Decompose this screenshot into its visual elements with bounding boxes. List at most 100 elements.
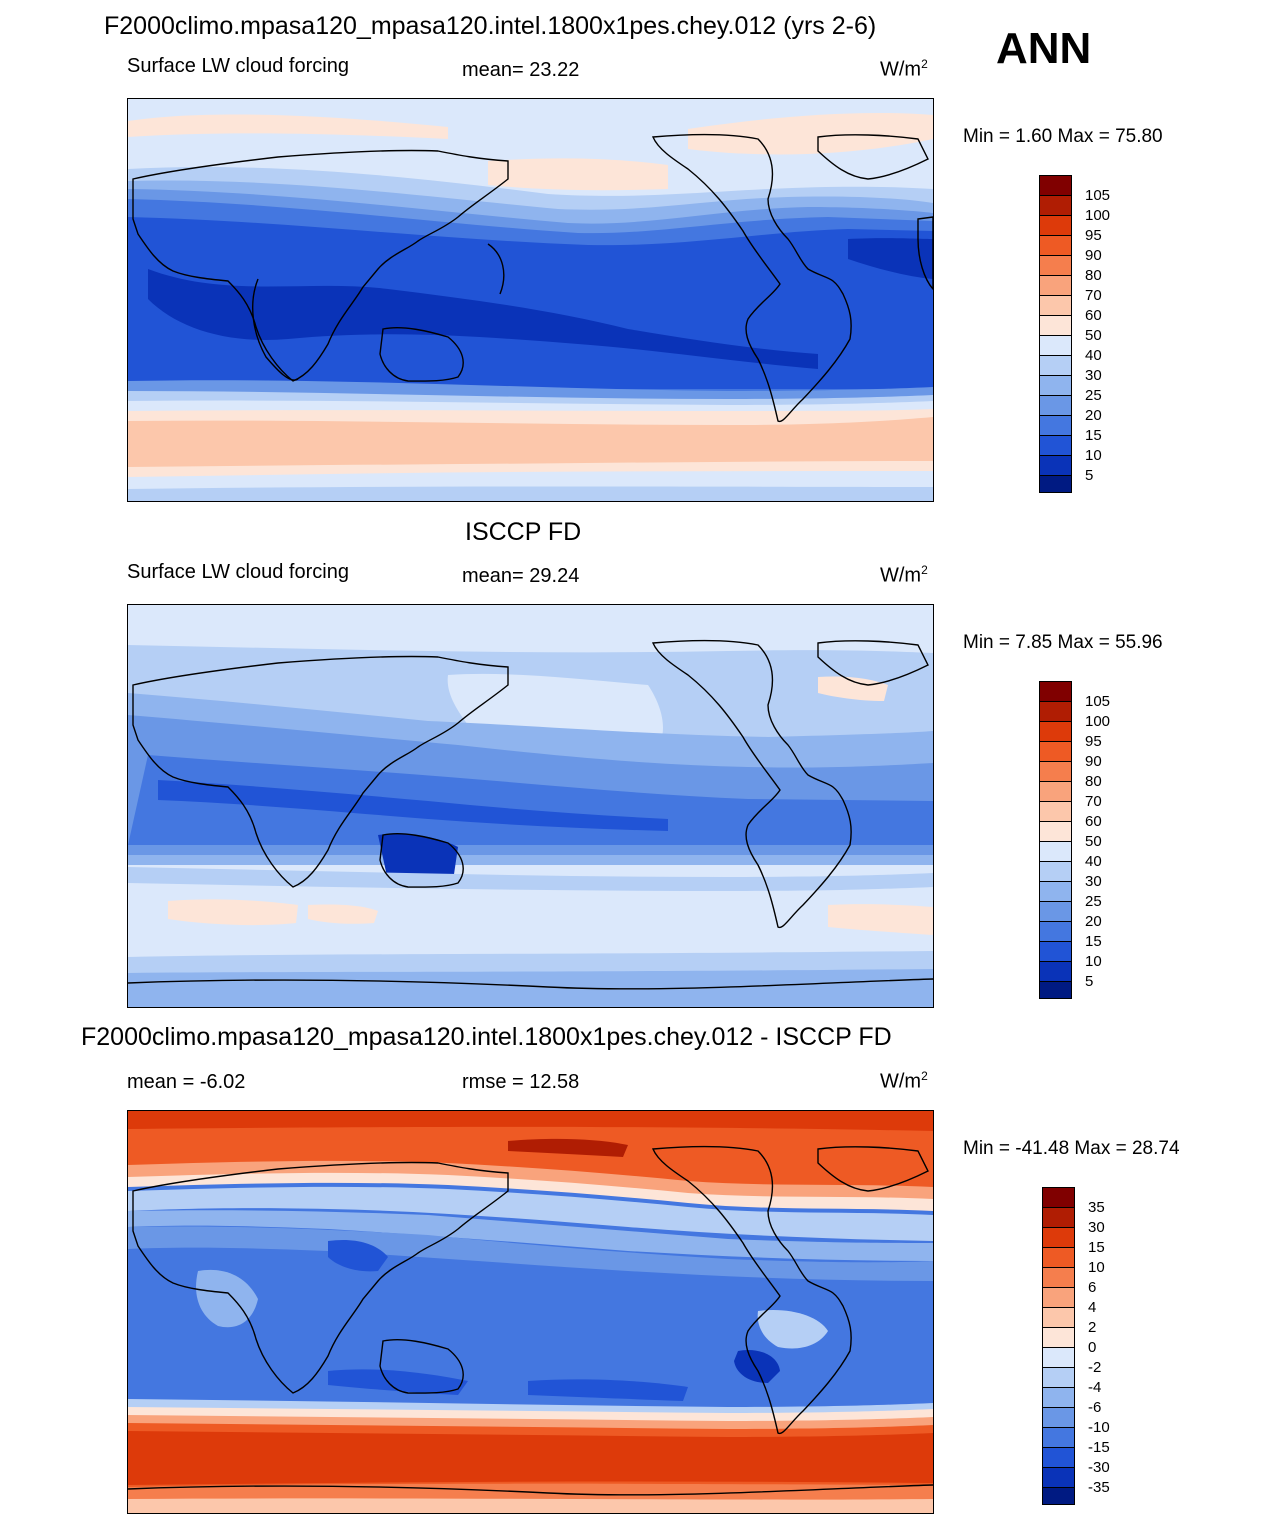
- colorbar-swatch: [1042, 1387, 1075, 1408]
- panel-units: W/m2: [880, 563, 928, 587]
- colorbar-tick-label: 25: [1085, 387, 1102, 404]
- colorbar-tick-label: 10: [1085, 447, 1102, 464]
- colorbar-tick-label: 50: [1085, 833, 1102, 850]
- colorbar-tick-label: 90: [1085, 247, 1102, 264]
- panel-mean-label: mean= 23.22: [462, 59, 580, 81]
- colorbar-tick-label: -6: [1088, 1399, 1102, 1416]
- colorbar-tick-label: 105: [1085, 187, 1111, 204]
- colorbar-swatch: [1039, 781, 1072, 802]
- panel-min-max: Min = 7.85 Max = 55.96: [963, 632, 1163, 653]
- colorbar-swatch: [1042, 1427, 1075, 1448]
- map-plot: [127, 1110, 934, 1514]
- colorbar-swatch: [1039, 821, 1072, 842]
- colorbar-tick-label: -30: [1088, 1459, 1110, 1476]
- colorbar-swatch: [1039, 375, 1072, 396]
- colorbar-tick-label: 6: [1088, 1279, 1097, 1296]
- colorbar-tick-label: -2: [1088, 1359, 1102, 1376]
- panel-mean-label: mean = -6.02: [127, 1071, 246, 1093]
- colorbar-swatch: [1042, 1347, 1075, 1368]
- colorbar-tick-label: 80: [1085, 267, 1102, 284]
- colorbar-tick-label: 50: [1085, 327, 1102, 344]
- colorbar-swatch: [1039, 961, 1072, 982]
- panel-title: ISCCP FD: [465, 518, 582, 546]
- colorbar-swatch: [1039, 681, 1072, 702]
- colorbar-tick-label: 10: [1088, 1259, 1105, 1276]
- panel-variable-label: Surface LW cloud forcing: [127, 561, 349, 583]
- panel-title: F2000climo.mpasa120_mpasa120.intel.1800x…: [81, 1023, 892, 1051]
- colorbar-swatch: [1039, 941, 1072, 962]
- colorbar-swatch: [1039, 721, 1072, 742]
- panel-units: W/m2: [880, 57, 928, 81]
- colorbar-swatch: [1042, 1247, 1075, 1268]
- colorbar-swatch: [1039, 175, 1072, 196]
- colorbar-tick-label: 70: [1085, 287, 1102, 304]
- map-svg: [128, 1111, 933, 1513]
- colorbar-swatch: [1042, 1447, 1075, 1468]
- panel-mean-label: mean= 29.24: [462, 565, 580, 587]
- colorbar-tick-label: 40: [1085, 853, 1102, 870]
- panel-variable-label: Surface LW cloud forcing: [127, 55, 349, 77]
- colorbar-swatch: [1039, 235, 1072, 256]
- colorbar-swatch: [1039, 741, 1072, 762]
- season-label: ANN: [996, 24, 1092, 73]
- map-plot: [127, 98, 934, 502]
- colorbar-swatch: [1039, 981, 1072, 999]
- colorbar-tick-label: 20: [1085, 407, 1102, 424]
- colorbar-swatch: [1039, 475, 1072, 493]
- colorbar-tick-label: 100: [1085, 207, 1111, 224]
- map-svg: [128, 605, 933, 1007]
- colorbar-swatch: [1042, 1207, 1075, 1228]
- colorbar-tick-label: 0: [1088, 1339, 1097, 1356]
- colorbar-tick-label: 100: [1085, 713, 1111, 730]
- map-svg: [128, 99, 933, 501]
- colorbar-swatch: [1039, 355, 1072, 376]
- colorbar-swatch: [1039, 901, 1072, 922]
- colorbar-tick-label: -10: [1088, 1419, 1110, 1436]
- colorbar-swatch: [1039, 315, 1072, 336]
- colorbar-tick-label: 35: [1088, 1199, 1105, 1216]
- colorbar-tick-label: 2: [1088, 1319, 1097, 1336]
- panel-min-max: Min = 1.60 Max = 75.80: [963, 126, 1163, 147]
- colorbar-swatch: [1039, 335, 1072, 356]
- main-title: F2000climo.mpasa120_mpasa120.intel.1800x…: [104, 12, 877, 40]
- colorbar-tick-label: 25: [1085, 893, 1102, 910]
- colorbar-swatch: [1039, 761, 1072, 782]
- colorbar-tick-label: 30: [1088, 1219, 1105, 1236]
- colorbar-tick-label: 40: [1085, 347, 1102, 364]
- colorbar-swatch: [1039, 861, 1072, 882]
- colorbar-swatch: [1039, 841, 1072, 862]
- colorbar-tick-label: 80: [1085, 773, 1102, 790]
- colorbar-tick-label: -35: [1088, 1479, 1110, 1496]
- colorbar-tick-label: 5: [1085, 467, 1094, 484]
- panel-units: W/m2: [880, 1069, 928, 1093]
- colorbar-swatch: [1039, 435, 1072, 456]
- colorbar-swatch: [1042, 1287, 1075, 1308]
- colorbar-tick-label: 15: [1088, 1239, 1105, 1256]
- colorbar-tick-label: 15: [1085, 427, 1102, 444]
- colorbar-swatch: [1039, 415, 1072, 436]
- colorbar-tick-label: 95: [1085, 227, 1102, 244]
- colorbar-tick-label: 30: [1085, 367, 1102, 384]
- colorbar-swatch: [1039, 255, 1072, 276]
- colorbar-swatch: [1039, 881, 1072, 902]
- colorbar-swatch: [1039, 395, 1072, 416]
- colorbar-swatch: [1039, 275, 1072, 296]
- colorbar-swatch: [1042, 1407, 1075, 1428]
- colorbar-swatch: [1039, 801, 1072, 822]
- colorbar-tick-label: 70: [1085, 793, 1102, 810]
- colorbar-swatch: [1039, 921, 1072, 942]
- colorbar-swatch: [1042, 1367, 1075, 1388]
- colorbar-tick-label: 20: [1085, 913, 1102, 930]
- colorbar-tick-label: 105: [1085, 693, 1111, 710]
- colorbar-tick-label: 5: [1085, 973, 1094, 990]
- map-plot: [127, 604, 934, 1008]
- colorbar-tick-label: 30: [1085, 873, 1102, 890]
- colorbar-swatch: [1039, 195, 1072, 216]
- colorbar-swatch: [1039, 701, 1072, 722]
- colorbar-swatch: [1042, 1227, 1075, 1248]
- colorbar-swatch: [1042, 1327, 1075, 1348]
- colorbar-swatch: [1039, 215, 1072, 236]
- colorbar-swatch: [1042, 1267, 1075, 1288]
- colorbar-swatch: [1042, 1187, 1075, 1208]
- colorbar-swatch: [1039, 295, 1072, 316]
